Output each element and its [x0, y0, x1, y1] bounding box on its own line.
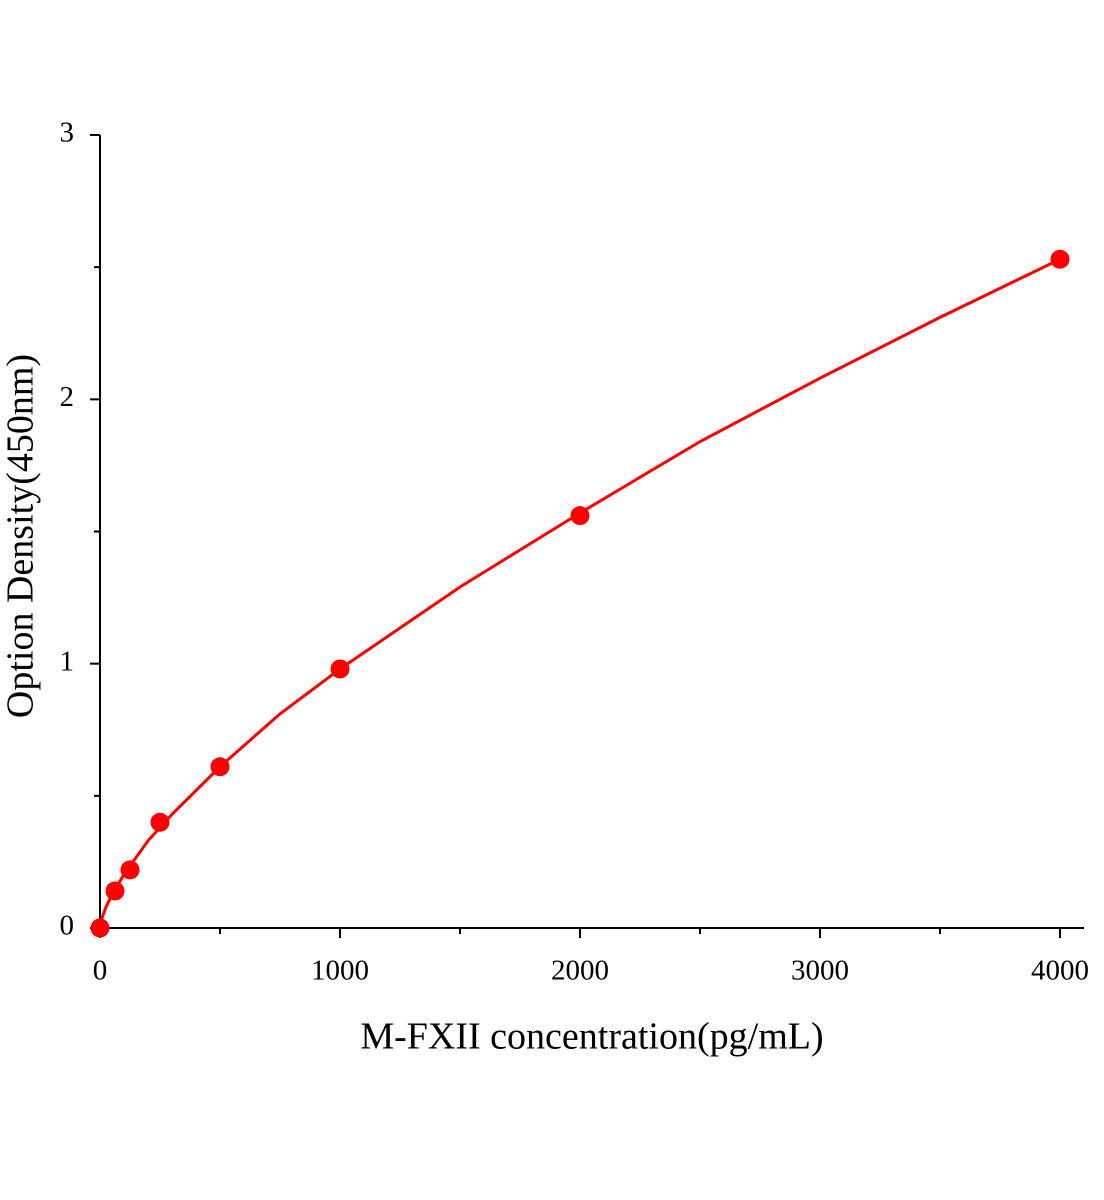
data-point	[570, 506, 590, 526]
data-point	[150, 812, 170, 832]
y-tick-label: 0	[60, 910, 75, 942]
data-point	[105, 881, 125, 901]
data-point	[120, 860, 140, 880]
x-tick-label: 0	[93, 955, 108, 987]
y-tick-label: 3	[60, 117, 75, 149]
y-tick-label: 2	[60, 381, 75, 413]
data-point	[1050, 249, 1070, 269]
x-axis-title: M-FXII concentration(pg/mL)	[360, 1016, 823, 1058]
y-axis-title: Option Density(450nm)	[0, 354, 42, 718]
data-point	[330, 659, 350, 679]
data-point	[90, 918, 110, 938]
x-tick-label: 2000	[551, 955, 609, 987]
x-tick-label: 3000	[791, 955, 849, 987]
y-tick-label: 1	[60, 645, 75, 677]
x-tick-label: 4000	[1031, 955, 1089, 987]
fit-curve	[98, 257, 1061, 929]
x-tick-label: 1000	[311, 955, 369, 987]
data-point	[210, 757, 230, 777]
